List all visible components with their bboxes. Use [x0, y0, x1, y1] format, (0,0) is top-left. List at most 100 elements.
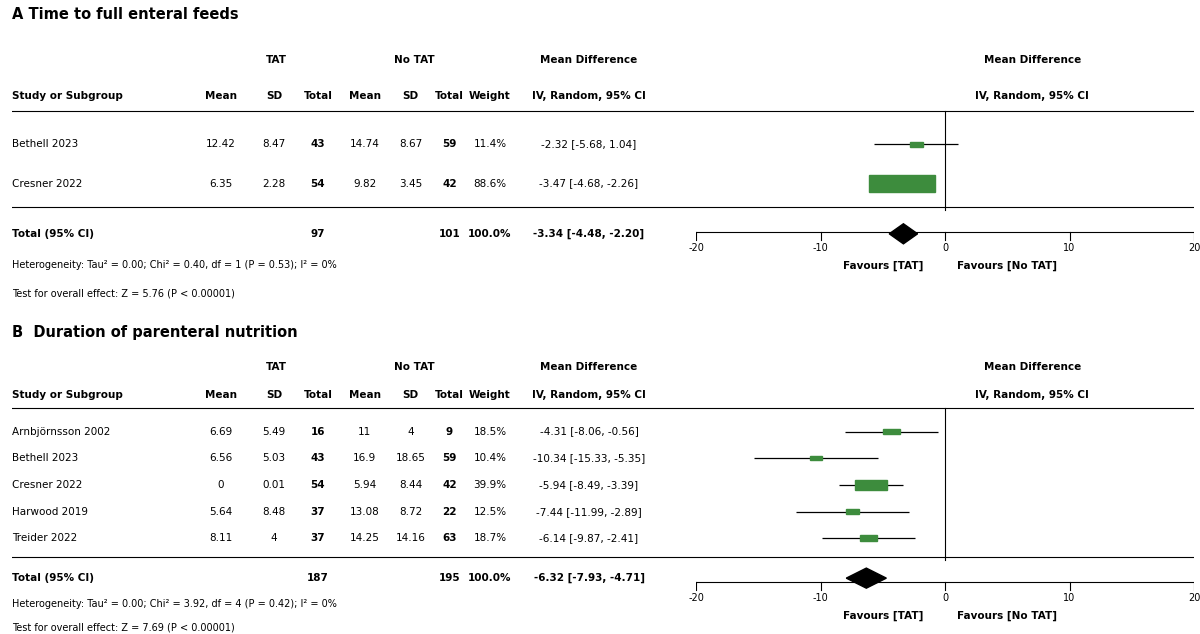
- Text: 59: 59: [443, 453, 457, 463]
- Text: 4: 4: [407, 427, 414, 437]
- Text: Heterogeneity: Tau² = 0.00; Chi² = 3.92, df = 4 (P = 0.42); I² = 0%: Heterogeneity: Tau² = 0.00; Chi² = 3.92,…: [12, 599, 337, 609]
- Text: No TAT: No TAT: [394, 55, 434, 65]
- Text: SD: SD: [266, 391, 282, 401]
- Text: IV, Random, 95% CI: IV, Random, 95% CI: [532, 391, 646, 401]
- Polygon shape: [846, 568, 887, 588]
- Text: 13.08: 13.08: [349, 507, 379, 517]
- Text: 8.67: 8.67: [398, 139, 422, 150]
- Text: -10: -10: [812, 243, 828, 253]
- Text: TAT: TAT: [266, 55, 287, 65]
- Text: 5.64: 5.64: [209, 507, 233, 517]
- Text: 5.49: 5.49: [263, 427, 286, 437]
- Text: 54: 54: [311, 480, 325, 490]
- Text: 195: 195: [439, 573, 461, 583]
- Bar: [810, 456, 822, 460]
- Text: Arnbjörnsson 2002: Arnbjörnsson 2002: [12, 427, 110, 437]
- Text: 187: 187: [307, 573, 329, 583]
- Text: -10.34 [-15.33, -5.35]: -10.34 [-15.33, -5.35]: [533, 453, 646, 463]
- Text: 8.11: 8.11: [209, 533, 233, 543]
- Text: IV, Random, 95% CI: IV, Random, 95% CI: [976, 391, 1090, 401]
- Text: 4: 4: [271, 533, 277, 543]
- Text: 14.74: 14.74: [349, 139, 379, 150]
- Text: Mean: Mean: [205, 91, 236, 101]
- Text: 8.48: 8.48: [263, 507, 286, 517]
- Bar: [854, 480, 887, 489]
- Text: Total: Total: [304, 391, 332, 401]
- Polygon shape: [889, 224, 918, 244]
- Text: Cresner 2022: Cresner 2022: [12, 179, 83, 188]
- Text: 97: 97: [311, 229, 325, 239]
- Text: 6.56: 6.56: [209, 453, 233, 463]
- Text: IV, Random, 95% CI: IV, Random, 95% CI: [532, 91, 646, 101]
- Text: B  Duration of parenteral nutrition: B Duration of parenteral nutrition: [12, 325, 298, 340]
- Text: Mean Difference: Mean Difference: [540, 55, 637, 65]
- Text: 18.5%: 18.5%: [473, 427, 506, 437]
- Text: -3.47 [-4.68, -2.26]: -3.47 [-4.68, -2.26]: [540, 179, 638, 188]
- Text: 10: 10: [1063, 243, 1075, 253]
- Text: Total (95% CI): Total (95% CI): [12, 573, 94, 583]
- Text: 10.4%: 10.4%: [474, 453, 506, 463]
- Bar: [846, 509, 859, 514]
- Text: -10: -10: [812, 593, 828, 603]
- Text: Total (95% CI): Total (95% CI): [12, 229, 94, 239]
- Text: -6.14 [-9.87, -2.41]: -6.14 [-9.87, -2.41]: [540, 533, 638, 543]
- Text: Mean Difference: Mean Difference: [984, 362, 1081, 372]
- Bar: [869, 175, 935, 193]
- Text: 6.35: 6.35: [209, 179, 233, 188]
- Text: 20: 20: [1188, 593, 1200, 603]
- Text: 16: 16: [311, 427, 325, 437]
- Bar: [882, 429, 900, 434]
- Text: 63: 63: [443, 533, 457, 543]
- Text: 6.69: 6.69: [209, 427, 233, 437]
- Text: -4.31 [-8.06, -0.56]: -4.31 [-8.06, -0.56]: [540, 427, 638, 437]
- Text: 5.03: 5.03: [263, 453, 286, 463]
- Text: -5.94 [-8.49, -3.39]: -5.94 [-8.49, -3.39]: [540, 480, 638, 490]
- Text: Favours [TAT]: Favours [TAT]: [842, 611, 923, 621]
- Text: 43: 43: [311, 139, 325, 150]
- Text: 8.47: 8.47: [263, 139, 286, 150]
- Text: 101: 101: [439, 229, 461, 239]
- Text: 5.94: 5.94: [353, 480, 377, 490]
- Text: 18.65: 18.65: [396, 453, 426, 463]
- Text: 22: 22: [443, 507, 457, 517]
- Text: Mean: Mean: [205, 391, 236, 401]
- Bar: [910, 142, 923, 146]
- Text: Study or Subgroup: Study or Subgroup: [12, 391, 122, 401]
- Text: 10: 10: [1063, 593, 1075, 603]
- Text: 54: 54: [311, 179, 325, 188]
- Text: 2.28: 2.28: [263, 179, 286, 188]
- Text: 0.01: 0.01: [263, 480, 286, 490]
- Text: 14.25: 14.25: [349, 533, 379, 543]
- Text: Mean: Mean: [348, 91, 380, 101]
- Text: Bethell 2023: Bethell 2023: [12, 139, 78, 150]
- Text: No TAT: No TAT: [394, 362, 434, 372]
- Text: -6.32 [-7.93, -4.71]: -6.32 [-7.93, -4.71]: [534, 573, 644, 583]
- Text: SD: SD: [266, 91, 282, 101]
- Text: -20: -20: [688, 593, 704, 603]
- Text: Weight: Weight: [469, 91, 511, 101]
- Text: Total: Total: [436, 91, 464, 101]
- Text: 59: 59: [443, 139, 457, 150]
- Text: 3.45: 3.45: [398, 179, 422, 188]
- Text: -3.34 [-4.48, -2.20]: -3.34 [-4.48, -2.20]: [534, 229, 644, 239]
- Text: Bethell 2023: Bethell 2023: [12, 453, 78, 463]
- Bar: [859, 535, 877, 541]
- Text: Harwood 2019: Harwood 2019: [12, 507, 88, 517]
- Text: SD: SD: [402, 391, 419, 401]
- Text: Treider 2022: Treider 2022: [12, 533, 77, 543]
- Text: 12.5%: 12.5%: [473, 507, 506, 517]
- Text: 9: 9: [446, 427, 454, 437]
- Text: -2.32 [-5.68, 1.04]: -2.32 [-5.68, 1.04]: [541, 139, 637, 150]
- Text: Study or Subgroup: Study or Subgroup: [12, 91, 122, 101]
- Text: 18.7%: 18.7%: [473, 533, 506, 543]
- Text: Heterogeneity: Tau² = 0.00; Chi² = 0.40, df = 1 (P = 0.53); I² = 0%: Heterogeneity: Tau² = 0.00; Chi² = 0.40,…: [12, 260, 337, 270]
- Text: 9.82: 9.82: [353, 179, 377, 188]
- Text: Cresner 2022: Cresner 2022: [12, 480, 83, 490]
- Text: Favours [TAT]: Favours [TAT]: [842, 261, 923, 271]
- Text: 100.0%: 100.0%: [468, 229, 511, 239]
- Text: Total: Total: [436, 391, 464, 401]
- Text: Mean: Mean: [348, 391, 380, 401]
- Text: 0: 0: [942, 243, 948, 253]
- Text: 42: 42: [443, 480, 457, 490]
- Text: Mean Difference: Mean Difference: [984, 55, 1081, 65]
